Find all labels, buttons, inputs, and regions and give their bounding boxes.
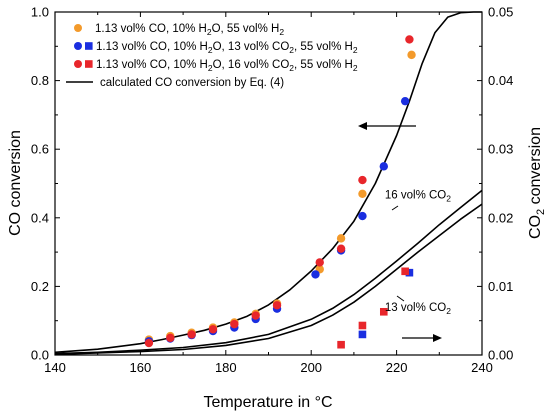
text-part: O, 55 vol% H: [212, 23, 280, 35]
subscript: 2: [353, 45, 358, 55]
data-point: [407, 50, 416, 60]
legend-label: 1.13 vol% CO, 10% H2O, 16 vol% CO2, 55 v…: [96, 59, 358, 73]
y-left-tick-label: 0.6: [31, 142, 49, 157]
x-tick-label: 180: [215, 360, 237, 375]
x-tick-label: 200: [300, 360, 322, 375]
y-right-tick-label: 0.02: [488, 210, 513, 225]
subscript: 2: [446, 306, 451, 316]
x-tick-label: 160: [130, 360, 152, 375]
subscript: 2: [207, 27, 212, 37]
y-axis-left-title: CO conversion: [7, 130, 24, 236]
axis-arrows: [358, 122, 442, 342]
x-axis-title: Temperature in °C: [203, 394, 332, 411]
left-axis-arrow-head: [358, 122, 367, 130]
data-point: [272, 301, 282, 310]
text-part: 16 vol% CO: [385, 190, 446, 202]
y-left-tick-label: 0.0: [31, 348, 49, 363]
legend-circle: [74, 42, 82, 50]
right-axis-arrow-head: [433, 334, 442, 342]
annotation-label: 16 vol% CO2: [385, 190, 451, 204]
subscript: 2: [289, 45, 294, 55]
data-point: [405, 35, 414, 44]
y-right-tick-label: 0.00: [488, 348, 513, 363]
data-point: [400, 96, 410, 106]
text-part: , 55 vol% H: [294, 41, 353, 53]
x-tick-label: 220: [386, 360, 408, 375]
data-point: [144, 338, 154, 348]
annotation-pointer-16: [391, 205, 399, 211]
data-point: [251, 311, 260, 320]
y-left-tick-label: 0.2: [31, 279, 49, 294]
data-point: [208, 325, 218, 334]
subscript: 2: [279, 27, 284, 37]
y-axis-right-title-sub: 2: [535, 209, 547, 215]
legend-label: 1.13 vol% CO, 10% H2O, 13 vol% CO2, 55 v…: [96, 41, 358, 55]
text-part: 1.13 vol% CO, 10% H: [95, 23, 207, 35]
y-axis-right-title-tail: conversion: [527, 127, 544, 209]
x-tick-label: 240: [471, 360, 493, 375]
data-point: [166, 333, 175, 343]
legend-square: [85, 42, 93, 50]
data-point-square: [401, 267, 409, 276]
y-left-tick-label: 0.4: [31, 210, 49, 225]
legend: 1.13 vol% CO, 10% H2O, 55 vol% H21.13 vo…: [66, 23, 358, 89]
y-left-tick-label: 1.0: [31, 5, 49, 20]
text-part: 13 vol% CO: [385, 302, 446, 314]
text-part: , 55 vol% H: [294, 59, 353, 71]
y-right-tick-label: 0.05: [488, 5, 513, 20]
legend-label: calculated CO conversion by Eq. (4): [100, 77, 284, 89]
subscript: 2: [208, 45, 213, 55]
annotation-pointer-13: [396, 295, 405, 302]
text-part: O, 13 vol% CO: [213, 41, 290, 53]
data-point: [311, 270, 320, 279]
data-points: [144, 35, 416, 349]
legend-circle: [74, 60, 82, 68]
curve-1: [54, 189, 483, 355]
y-axis-right-title: CO2 conversion: [527, 127, 547, 239]
y-right-tick-label: 0.03: [488, 142, 513, 157]
data-point-square: [337, 340, 345, 349]
data-point: [358, 189, 367, 198]
subscript: 2: [208, 63, 213, 73]
text-part: 1.13 vol% CO, 10% H: [96, 41, 208, 53]
subscript: 2: [446, 194, 451, 204]
data-point: [336, 244, 346, 253]
data-point: [358, 175, 367, 185]
y-left-tick-label: 0.8: [31, 73, 49, 88]
data-point: [358, 211, 367, 221]
data-point-square: [358, 330, 367, 339]
y-axis-right-title-base: CO: [527, 215, 544, 239]
legend-label: 1.13 vol% CO, 10% H2O, 55 vol% H2: [95, 23, 284, 37]
data-point: [187, 330, 196, 339]
subscript: 2: [289, 63, 294, 73]
data-point: [315, 258, 324, 267]
annotation-label: 13 vol% CO2: [385, 302, 451, 316]
data-point-square: [379, 307, 388, 316]
data-point: [336, 234, 346, 243]
data-point-square: [358, 321, 367, 330]
y-right-tick-label: 0.01: [488, 279, 513, 294]
data-point: [230, 319, 239, 329]
text-part: 1.13 vol% CO, 10% H: [96, 59, 208, 71]
subscript: 2: [353, 63, 358, 73]
x-tick-label: 140: [44, 360, 66, 375]
text-part: O, 16 vol% CO: [213, 59, 290, 71]
legend-circle: [74, 24, 82, 32]
legend-square: [85, 60, 93, 68]
data-point-square: [405, 268, 414, 277]
data-point: [379, 162, 388, 171]
y-right-tick-label: 0.04: [488, 73, 513, 88]
axis-ticks: 140 160 180 200 220 240 0.0 0.2 0.4 0.6 0.8 1.0 0.00…: [31, 5, 513, 376]
curve-2: [54, 203, 483, 356]
text-part: calculated CO conversion by Eq. (4): [100, 77, 284, 89]
